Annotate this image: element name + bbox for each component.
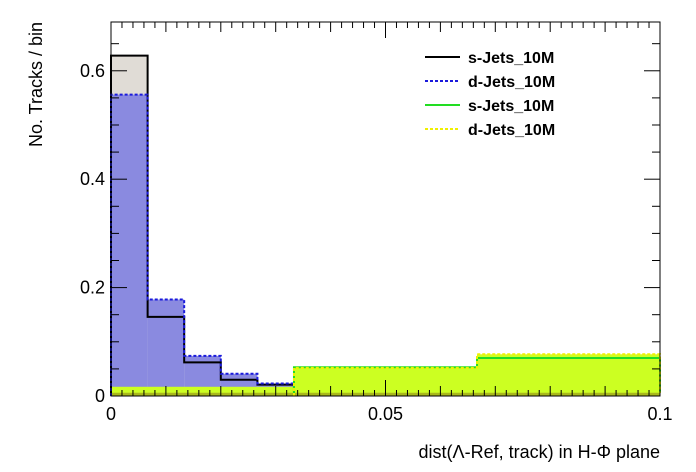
- y-tick-label: 0: [95, 386, 105, 406]
- series-outline-1: [110, 54, 295, 396]
- axis-ticks: [110, 22, 661, 397]
- legend-label-4: d-Jets_10M: [468, 122, 555, 139]
- bar-series2: [147, 299, 185, 396]
- plot-frame: [110, 21, 661, 397]
- legend-label-2: d-Jets_10M: [468, 74, 555, 91]
- legend-label-1: s-Jets_10M: [468, 50, 554, 67]
- series-outline-2: [110, 93, 295, 396]
- histogram-bars: [111, 55, 660, 396]
- x-axis-title: dist(Λ-Ref, track) in Η-Φ plane: [419, 442, 660, 462]
- x-tick-label: 0.1: [647, 404, 672, 424]
- legend: s-Jets_10M d-Jets_10M s-Jets_10M d-Jets_10M: [425, 50, 555, 139]
- y-tick-label: 0.6: [80, 61, 105, 81]
- y-axis-title: No. Tracks / bin: [26, 22, 46, 147]
- y-tick-label: 0.4: [80, 169, 105, 189]
- y-tick-label: 0.2: [80, 278, 105, 298]
- axis-tick-labels: 0 0.2 0.4 0.6 0 0.05 0.1: [80, 61, 673, 424]
- series-outline-4: [292, 353, 661, 396]
- legend-label-3: s-Jets_10M: [468, 98, 554, 115]
- x-tick-label: 0.05: [368, 404, 403, 424]
- x-tick-label: 0: [106, 404, 116, 424]
- histogram-outlines: [110, 54, 661, 396]
- bar-series2: [111, 94, 148, 396]
